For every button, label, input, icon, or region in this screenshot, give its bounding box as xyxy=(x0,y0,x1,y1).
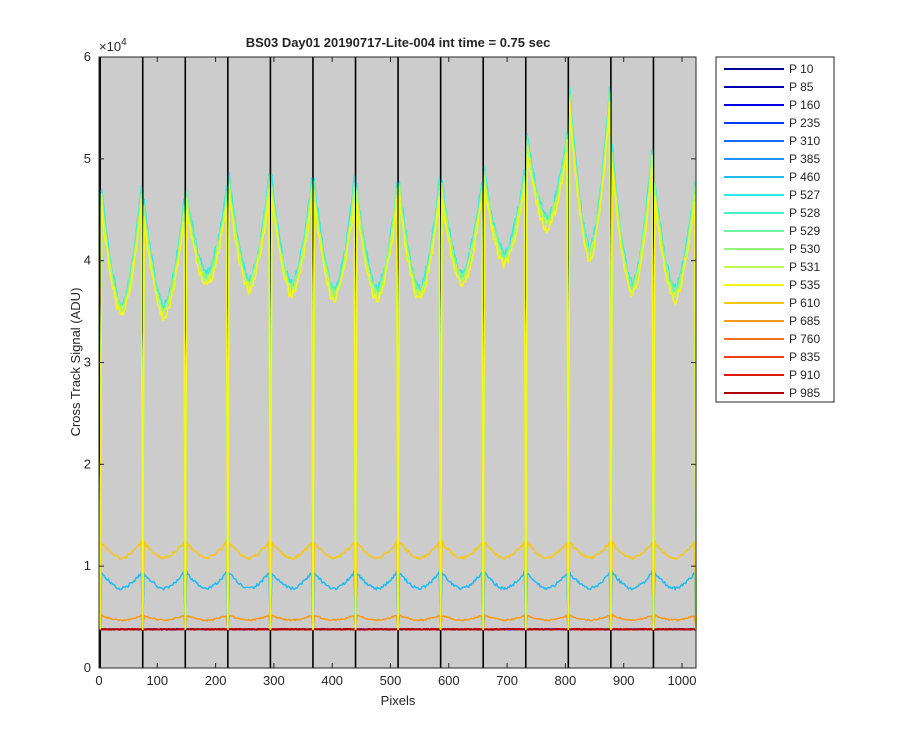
legend-label: P 528 xyxy=(789,206,820,220)
x-axis-label: Pixels xyxy=(381,693,416,708)
legend-label: P 160 xyxy=(789,98,820,112)
x-tick-label: 800 xyxy=(555,673,577,688)
legend-box xyxy=(715,56,835,403)
y-tick-label: 1 xyxy=(84,558,91,573)
y-tick-label: 0 xyxy=(84,660,91,675)
legend-label: P 10 xyxy=(789,62,814,76)
legend-label: P 460 xyxy=(789,170,820,184)
x-tick-label: 400 xyxy=(321,673,343,688)
y-axis-ticks: 0 1 2 3 4 5 6 xyxy=(84,49,696,675)
legend-label: P 385 xyxy=(789,152,820,166)
x-tick-label: 0 xyxy=(95,673,102,688)
y-exponent-power: 4 xyxy=(121,37,127,48)
x-tick-label: 500 xyxy=(380,673,402,688)
legend-label: P 310 xyxy=(789,134,820,148)
x-tick-label: 1000 xyxy=(668,673,697,688)
legend-label: P 529 xyxy=(789,224,820,238)
x-tick-label: 900 xyxy=(613,673,635,688)
y-tick-label: 6 xyxy=(84,49,91,64)
legend-label: P 535 xyxy=(789,278,820,292)
x-tick-label: 200 xyxy=(205,673,227,688)
legend-label: P 527 xyxy=(789,188,820,202)
x-tick-label: 100 xyxy=(146,673,168,688)
x-tick-label: 700 xyxy=(496,673,518,688)
y-tick-label: 4 xyxy=(84,253,91,268)
series-lines xyxy=(99,86,697,631)
plot-area xyxy=(98,56,697,669)
legend-label: P 685 xyxy=(789,314,820,328)
legend-label: P 235 xyxy=(789,116,820,130)
y-tick-label: 2 xyxy=(84,456,91,471)
x-axis-ticks: 0 100 200 300 400 500 600 700 800 900 1000 xyxy=(95,57,696,688)
legend-label: P 910 xyxy=(789,368,820,382)
series-line xyxy=(99,101,697,631)
y-exponent-label: ×104 xyxy=(99,37,127,54)
y-tick-label: 3 xyxy=(84,355,91,370)
x-tick-label: 300 xyxy=(263,673,285,688)
legend-label: P 610 xyxy=(789,296,820,310)
x-tick-label: 600 xyxy=(438,673,460,688)
legend-label: P 760 xyxy=(789,332,820,346)
legend-label: P 985 xyxy=(789,386,820,400)
y-tick-label: 5 xyxy=(84,151,91,166)
legend-label: P 85 xyxy=(789,80,814,94)
legend-label: P 835 xyxy=(789,350,820,364)
y-exponent-base: ×10 xyxy=(99,39,121,54)
legend: P 10 P 85 P 160 P 235 P 310 P 385 P 460 P 527 P … xyxy=(715,56,835,403)
legend-label: P 531 xyxy=(789,260,820,274)
legend-label: P 530 xyxy=(789,242,820,256)
chart-title: BS03 Day01 20190717-Lite-004 int time = … xyxy=(246,35,551,50)
y-axis-label: Cross Track Signal (ADU) xyxy=(68,288,83,437)
